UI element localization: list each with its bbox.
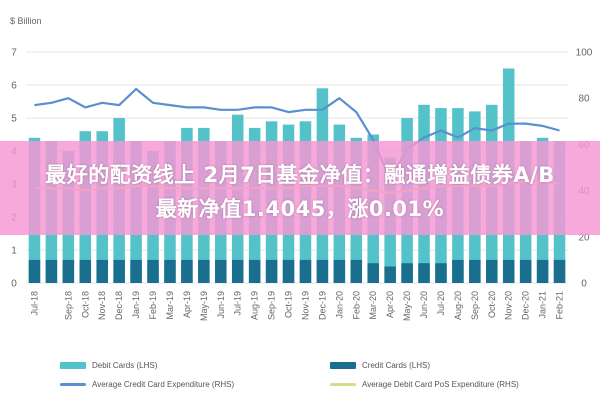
x-tick-label: Jul-19	[233, 291, 243, 316]
bar-credit	[435, 263, 447, 283]
bar-credit	[519, 259, 532, 283]
x-tick-label: Jun-19	[216, 291, 226, 319]
chart-legend: Debit Cards (LHS) Credit Cards (LHS) Ave…	[20, 355, 590, 400]
x-tick-label: Dec-20	[521, 291, 531, 320]
legend-item-debit: Debit Cards (LHS)	[60, 361, 157, 370]
x-tick-label: Nov-20	[504, 291, 514, 320]
x-tick-label: Sep-18	[63, 291, 73, 320]
legend-swatch-debit	[60, 362, 86, 369]
legend-label-credit: Credit Cards (LHS)	[362, 361, 431, 370]
x-tick-label: Feb-19	[148, 291, 158, 320]
bar-credit	[333, 259, 346, 283]
right-tick-label: 80	[578, 94, 590, 105]
bar-credit	[469, 259, 481, 283]
left-axis-unit: $ Billion	[10, 16, 42, 26]
bar-credit	[62, 259, 75, 283]
x-tick-label: Oct-18	[80, 291, 90, 318]
right-tick-label: 20	[578, 232, 590, 243]
bar-credit	[113, 259, 125, 283]
legend-swatch-credit	[330, 362, 356, 369]
bar-credit	[350, 259, 363, 283]
legend-label-avg-debit: Average Debit Card PoS Expenditure (RHS)	[362, 380, 519, 389]
bar-credit	[486, 259, 498, 283]
bar-credit	[164, 259, 176, 283]
line-avg-credit-expenditure	[34, 87, 560, 181]
x-tick-label: May-20	[402, 291, 412, 321]
x-tick-label: Aug-19	[250, 291, 260, 320]
bar-credit	[401, 263, 413, 283]
x-tick-label: Jan-20	[334, 291, 344, 319]
bar-credit	[384, 266, 396, 283]
x-tick-label: Feb-21	[555, 291, 565, 320]
bar-credit	[536, 259, 549, 283]
x-tick-label: Jun-20	[419, 291, 429, 319]
bar-credit	[316, 259, 329, 283]
x-tick-label: Mar-20	[368, 291, 378, 320]
x-tick-label: Nov-19	[300, 291, 310, 320]
x-tick-label: Apr-20	[385, 291, 395, 318]
bar-credit	[367, 263, 379, 283]
left-tick-label: 7	[11, 48, 17, 59]
bar-credit	[553, 259, 566, 283]
bar-credit	[452, 259, 464, 283]
banner-title: 最好的配资线上 2月7日基金净值：融通增益债券A/B	[45, 163, 555, 187]
x-tick-label: Feb-20	[351, 291, 361, 320]
bar-credit	[502, 259, 515, 283]
x-tick-label: Dec-19	[317, 291, 327, 320]
bar-credit	[79, 259, 92, 283]
x-tick-label: Apr-19	[182, 291, 192, 318]
bar-credit	[231, 259, 244, 283]
left-tick-label: 0	[11, 279, 17, 290]
x-tick-label: Mar-19	[165, 291, 175, 320]
right-tick-label: 0	[581, 279, 587, 290]
legend-item-avg-debit: Average Debit Card PoS Expenditure (RHS)	[330, 380, 519, 389]
banner-subtitle: 最新净值1.4045，涨0.01%	[155, 197, 445, 221]
x-tick-label: Jan-19	[131, 291, 141, 319]
legend-label-debit: Debit Cards (LHS)	[92, 361, 158, 370]
x-tick-label: Jul-18	[29, 291, 39, 316]
axis-labels: 01234567020406080100Jul-18Sep-18Oct-18No…	[11, 48, 593, 322]
legend-label-avg-credit: Average Credit Card Expenditure (RHS)	[92, 380, 235, 389]
bar-credit	[418, 263, 430, 283]
bar-credit	[96, 259, 108, 283]
x-tick-label: Aug-20	[453, 291, 463, 320]
x-tick-label: Dec-18	[114, 291, 124, 320]
left-tick-label: 6	[11, 81, 17, 92]
bar-credit	[215, 259, 227, 283]
legend-line-avg-credit	[60, 383, 86, 386]
x-tick-label: Jan-21	[538, 291, 548, 319]
bar-credit	[299, 259, 312, 283]
right-tick-label: 100	[576, 48, 593, 59]
bar-credit	[28, 259, 41, 283]
left-tick-label: 5	[11, 114, 17, 125]
bar-credit	[248, 259, 261, 283]
bar-credit	[130, 259, 142, 283]
x-tick-label: Jul-20	[436, 291, 446, 316]
x-tick-label: Sep-20	[470, 291, 480, 320]
bar-credit	[265, 259, 278, 283]
bar-credit	[147, 259, 159, 283]
bar-credit	[282, 259, 295, 283]
x-tick-label: Sep-19	[267, 291, 277, 320]
left-tick-label: 1	[11, 246, 17, 257]
x-tick-label: May-19	[199, 291, 209, 321]
bar-credit	[181, 259, 193, 283]
x-tick-label: Oct-20	[487, 291, 497, 318]
x-tick-label: Nov-18	[97, 291, 107, 320]
legend-item-credit: Credit Cards (LHS)	[330, 361, 430, 370]
bar-credit	[198, 259, 210, 283]
bar-credit	[45, 259, 58, 283]
x-tick-label: Oct-19	[284, 291, 294, 318]
overlay-banner: 最好的配资线上 2月7日基金净值：融通增益债券A/B 最新净值1.4045，涨0…	[0, 141, 600, 235]
legend-line-avg-debit	[330, 383, 356, 386]
legend-item-avg-credit: Average Credit Card Expenditure (RHS)	[60, 380, 234, 389]
